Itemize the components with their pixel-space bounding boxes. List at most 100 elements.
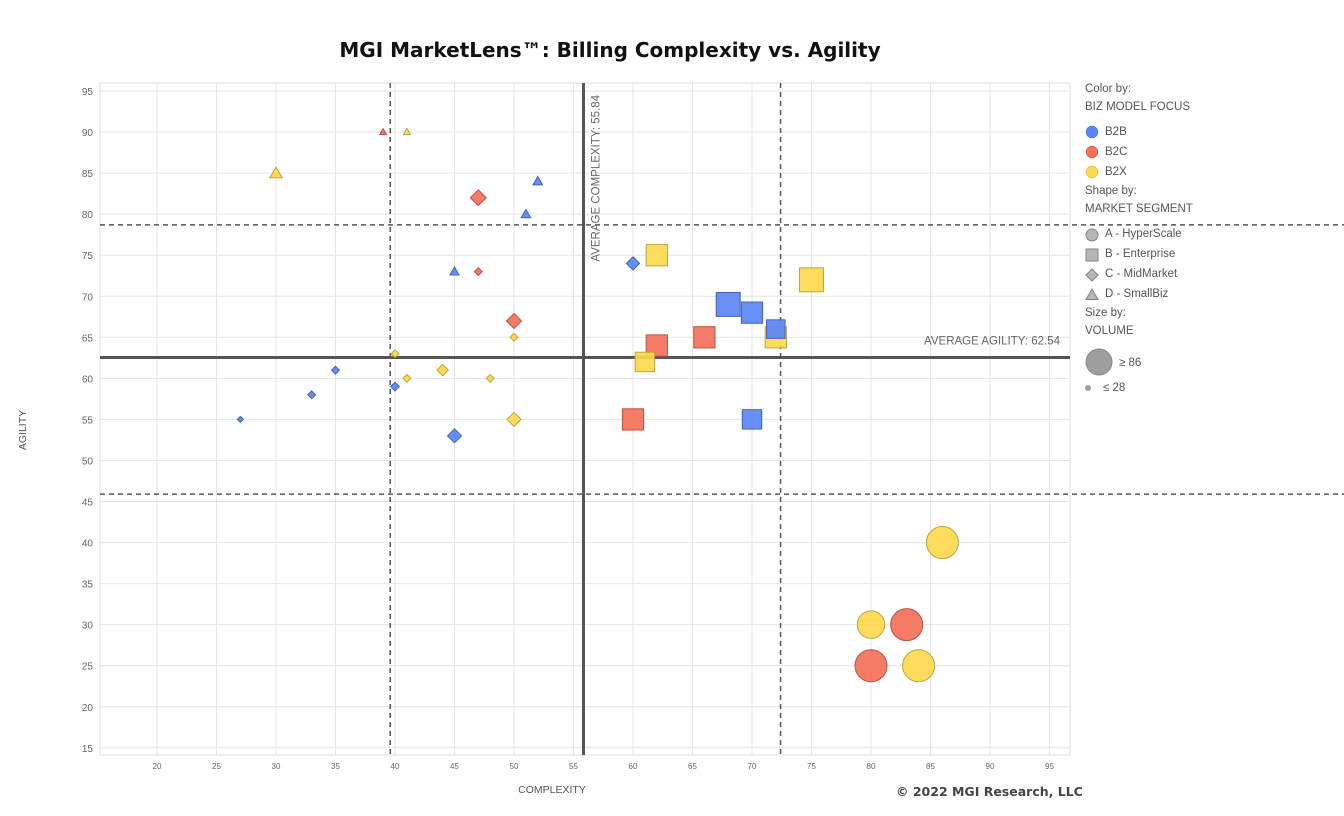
small-circle-icon (1085, 385, 1091, 391)
y-tick-label: 15 (82, 744, 94, 755)
y-tick-label: 55 (82, 415, 94, 426)
data-point-midmarket-diamond (402, 373, 412, 383)
legend-item-square[interactable]: B - Enterprise (1085, 244, 1193, 264)
copyright: © 2022 MGI Research, LLC (896, 784, 1083, 799)
x-tick-label: 30 (272, 762, 281, 771)
legend-item-label: A - HyperScale (1105, 228, 1182, 240)
legend-shape-field: MARKET SEGMENT (1085, 203, 1193, 215)
legend-shape (1085, 287, 1099, 300)
x-tick-label: 70 (748, 762, 757, 771)
data-point-hyperscale-circle (890, 608, 924, 642)
y-tick-label: 95 (82, 87, 94, 98)
data-point-smallbiz-triangle (402, 127, 412, 136)
data-point-midmarket-diamond (469, 189, 487, 207)
data-point-midmarket-diamond (509, 332, 519, 342)
legend-item-circle[interactable]: A - HyperScale (1085, 224, 1193, 244)
legend-color-by: Color by: (1085, 83, 1132, 95)
data-point-hyperscale-circle (856, 610, 886, 639)
y-tick-label: 20 (82, 703, 94, 714)
data-point-midmarket-diamond (485, 373, 495, 383)
x-tick-label: 40 (391, 762, 400, 771)
legend-item-b2x[interactable]: B2X (1085, 162, 1193, 182)
legend-item-label: B2X (1105, 166, 1127, 178)
legend-shape (1085, 228, 1099, 242)
data-point-enterprise-square (741, 409, 763, 430)
x-tick-label: 55 (569, 762, 578, 771)
data-point-enterprise-square (634, 351, 656, 373)
data-point-enterprise-square (645, 334, 668, 357)
chart-title: MGI MarketLens™: Billing Complexity vs. … (339, 38, 881, 62)
data-point-midmarket-diamond (436, 363, 449, 377)
y-tick-label: 80 (82, 210, 94, 221)
legend-item-label: C - MidMarket (1105, 268, 1178, 280)
y-tick-label: 50 (82, 456, 94, 467)
data-point-smallbiz-triangle (449, 266, 460, 276)
legend-size-min[interactable]: ≤ 28 (1085, 378, 1193, 398)
data-point-enterprise-square (799, 267, 824, 293)
data-point-midmarket-diamond (330, 365, 341, 375)
legend-item-b2c[interactable]: B2C (1085, 142, 1193, 162)
legend-size-min-label: ≤ 28 (1103, 382, 1126, 394)
x-axis-label: COMPLEXITY (518, 784, 586, 796)
average-agility-label: AVERAGE AGILITY: 62.54 (924, 335, 1061, 347)
y-tick-label: 45 (82, 498, 94, 509)
y-tick-label: 70 (82, 292, 94, 303)
data-point-smallbiz-triangle (269, 165, 283, 179)
average-complexity-label: AVERAGE COMPLEXITY: 55.84 (590, 94, 602, 261)
data-point-midmarket-diamond (625, 256, 641, 271)
data-point-midmarket-diamond (236, 415, 245, 424)
data-point-smallbiz-triangle (532, 175, 544, 186)
legend-item-triangle[interactable]: D - SmallBiz (1085, 284, 1193, 304)
legend-shape (1085, 248, 1099, 262)
large-circle-icon (1085, 348, 1113, 376)
data-point-midmarket-diamond (473, 267, 483, 277)
data-point-smallbiz-triangle (378, 127, 388, 136)
x-tick-label: 35 (331, 762, 340, 771)
y-tick-label: 35 (82, 580, 94, 591)
data-point-enterprise-square (766, 319, 786, 339)
x-tick-label: 80 (867, 762, 876, 771)
data-point-enterprise-square (621, 408, 645, 431)
x-tick-label: 45 (450, 762, 459, 771)
data-point-enterprise-square (715, 291, 741, 317)
data-point-midmarket-diamond (506, 411, 522, 428)
y-tick-label: 30 (82, 621, 94, 632)
data-point-enterprise-square (645, 244, 668, 267)
legend-shape-by: Shape by: (1085, 185, 1137, 197)
legend-size-max[interactable]: ≥ 86 (1085, 348, 1193, 378)
data-point-hyperscale-circle (902, 649, 936, 683)
legend-item-label: B2C (1105, 146, 1128, 158)
y-tick-label: 75 (82, 251, 94, 262)
data-point-enterprise-square (740, 301, 764, 324)
circle-icon (1085, 228, 1099, 242)
y-tick-label: 85 (82, 169, 94, 180)
color-swatch-icon (1085, 145, 1099, 159)
data-point-midmarket-diamond (446, 428, 463, 444)
data-point-midmarket-diamond (307, 390, 317, 400)
legend-item-b2b[interactable]: B2B (1085, 122, 1193, 142)
legend-shape (1085, 268, 1099, 282)
x-tick-label: 90 (986, 762, 995, 771)
x-tick-label: 75 (807, 762, 816, 771)
x-tick-label: 85 (926, 762, 935, 771)
x-tick-label: 95 (1045, 762, 1054, 771)
legend: Color by: BIZ MODEL FOCUS B2B B2C B2X Shap… (1085, 80, 1193, 398)
data-point-hyperscale-circle (925, 526, 959, 560)
legend-item-label: D - SmallBiz (1105, 288, 1169, 300)
data-point-midmarket-diamond (505, 312, 523, 330)
color-swatch-icon (1085, 125, 1099, 139)
legend-item-label: B - Enterprise (1105, 248, 1176, 260)
data-point-enterprise-square (693, 326, 716, 349)
y-tick-label: 40 (82, 539, 94, 550)
x-tick-label: 50 (510, 762, 519, 771)
legend-item-diamond[interactable]: C - MidMarket (1085, 264, 1193, 284)
y-tick-label: 60 (82, 374, 94, 385)
y-tick-label: 90 (82, 128, 94, 139)
legend-size-field: VOLUME (1085, 325, 1134, 337)
data-point-midmarket-diamond (390, 349, 400, 359)
data-point-smallbiz-triangle (520, 208, 532, 219)
color-swatch-icon (1085, 165, 1099, 179)
legend-color-field: BIZ MODEL FOCUS (1085, 101, 1190, 113)
